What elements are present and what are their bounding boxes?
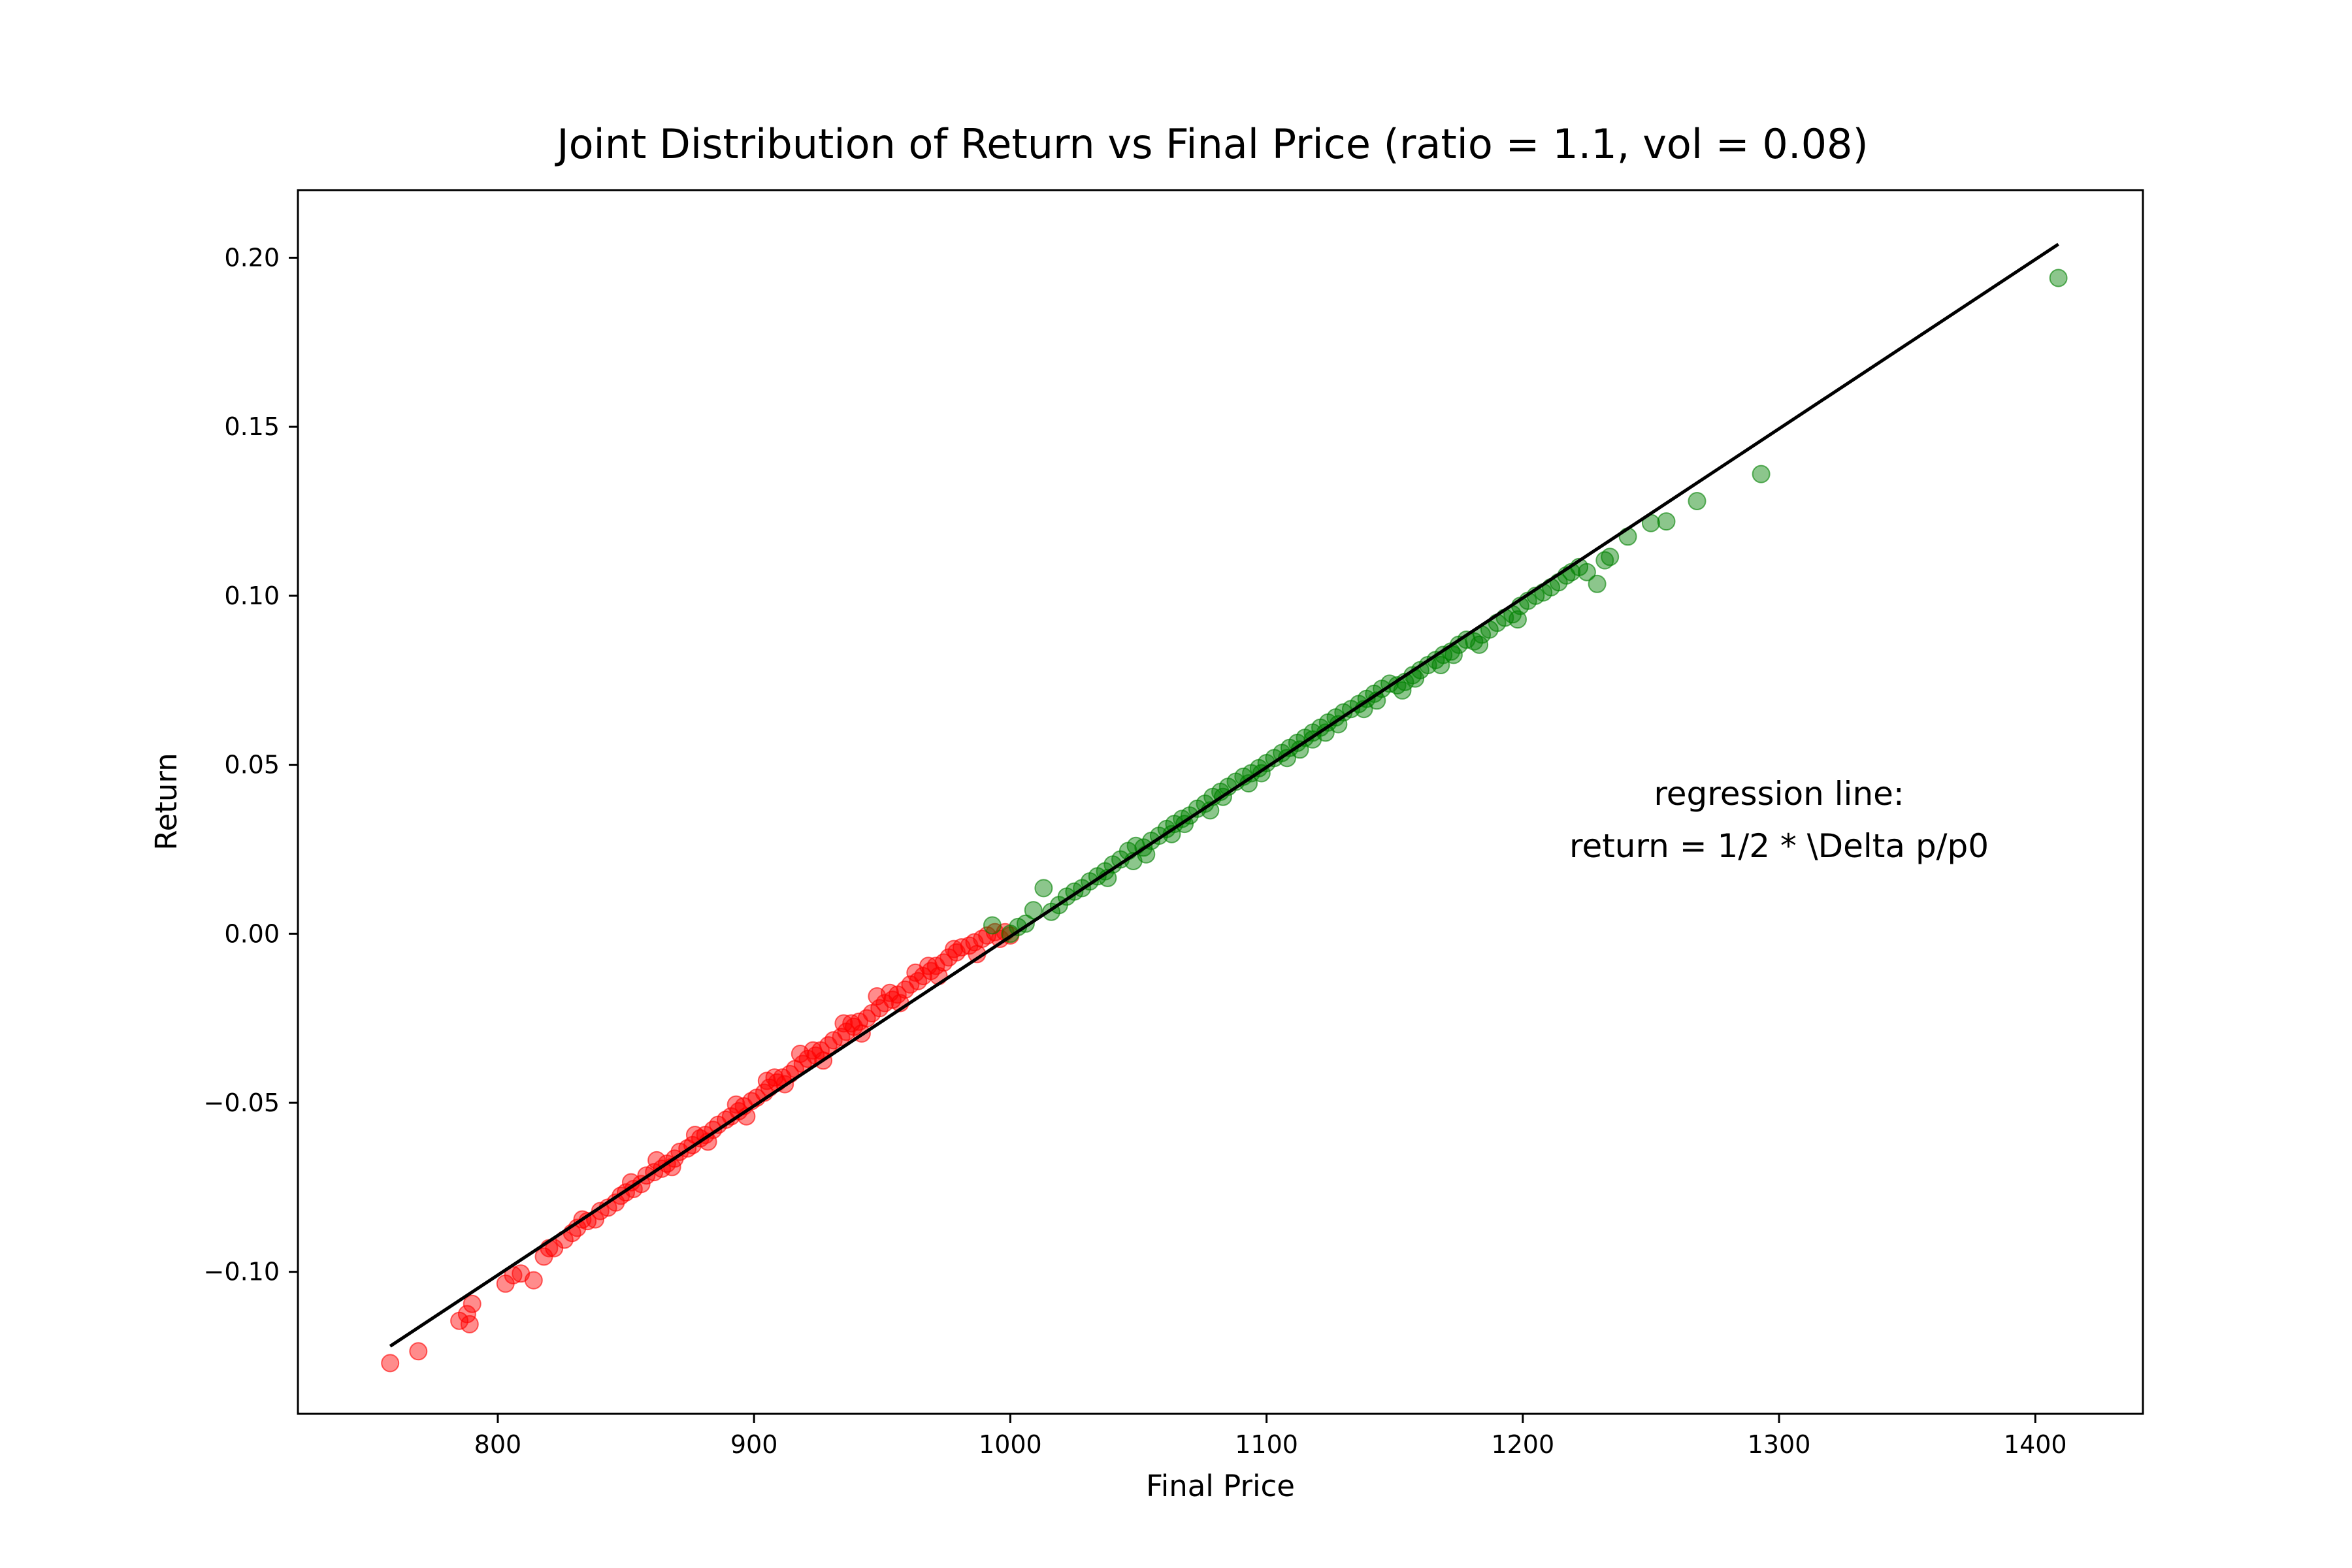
y-axis-ticks: −0.10 −0.05 0.00 0.05 0.10 0.15 0.20 [204, 243, 298, 1286]
y-tick-label: 0.15 [224, 412, 280, 441]
regression-annotation: regression line: return = 1/2 * \Delta p/… [1569, 775, 1989, 865]
regression-line [389, 242, 2059, 1348]
data-point [1577, 563, 1596, 581]
data-point [1024, 901, 1043, 920]
annotation-line: return = 1/2 * \Delta p/p0 [1569, 827, 1989, 865]
data-point [524, 1271, 543, 1290]
data-point [983, 916, 1002, 935]
annotation-line: regression line: [1654, 775, 1904, 813]
data-point [1431, 656, 1450, 674]
data-point [945, 939, 964, 958]
data-point [1588, 574, 1607, 593]
y-tick-label: 0.10 [224, 581, 280, 610]
x-tick-label: 1000 [979, 1430, 1042, 1459]
x-tick-label: 1300 [1748, 1430, 1811, 1459]
data-point [463, 1294, 482, 1313]
x-axis-label: Final Price [1146, 1469, 1295, 1503]
data-point [1688, 492, 1707, 510]
data-point [1034, 879, 1053, 898]
data-point [1509, 610, 1527, 629]
x-tick-label: 1400 [2004, 1430, 2067, 1459]
data-point [842, 1014, 861, 1033]
data-point [1444, 645, 1463, 664]
x-tick-label: 1100 [1235, 1430, 1298, 1459]
y-tick-label: 0.20 [224, 243, 280, 272]
data-point [409, 1342, 428, 1361]
y-tick-label: 0.00 [224, 919, 280, 948]
data-point [727, 1095, 745, 1114]
data-point [870, 999, 889, 1018]
regression-line-layer [389, 242, 2059, 1348]
data-point [1595, 551, 1614, 570]
data-point [832, 1028, 851, 1047]
data-point [2049, 269, 2068, 287]
data-point [934, 953, 953, 972]
y-tick-label: 0.05 [224, 751, 280, 779]
data-point [804, 1041, 823, 1060]
data-point [1393, 681, 1412, 700]
data-point [765, 1068, 784, 1087]
y-axis-label: Return [149, 753, 184, 850]
data-point [1601, 547, 1620, 566]
data-point [919, 956, 938, 975]
data-point [1470, 635, 1489, 654]
x-tick-label: 800 [474, 1430, 522, 1459]
data-point [1752, 465, 1771, 483]
y-tick-label: −0.10 [204, 1258, 280, 1286]
data-point [896, 980, 915, 999]
data-point [381, 1354, 400, 1373]
chart-title: Joint Distribution of Return vs Final Pr… [554, 120, 1868, 168]
data-point [457, 1305, 476, 1324]
data-point [834, 1014, 853, 1033]
y-tick-label: −0.05 [204, 1088, 280, 1117]
data-point [1657, 512, 1676, 531]
plot-area-frame [297, 189, 2144, 1415]
x-axis-ticks: 800 900 1000 1100 1200 1300 1400 [474, 1414, 2067, 1459]
x-tick-label: 1200 [1491, 1430, 1554, 1459]
data-point [881, 983, 899, 1002]
x-tick-label: 900 [730, 1430, 778, 1459]
